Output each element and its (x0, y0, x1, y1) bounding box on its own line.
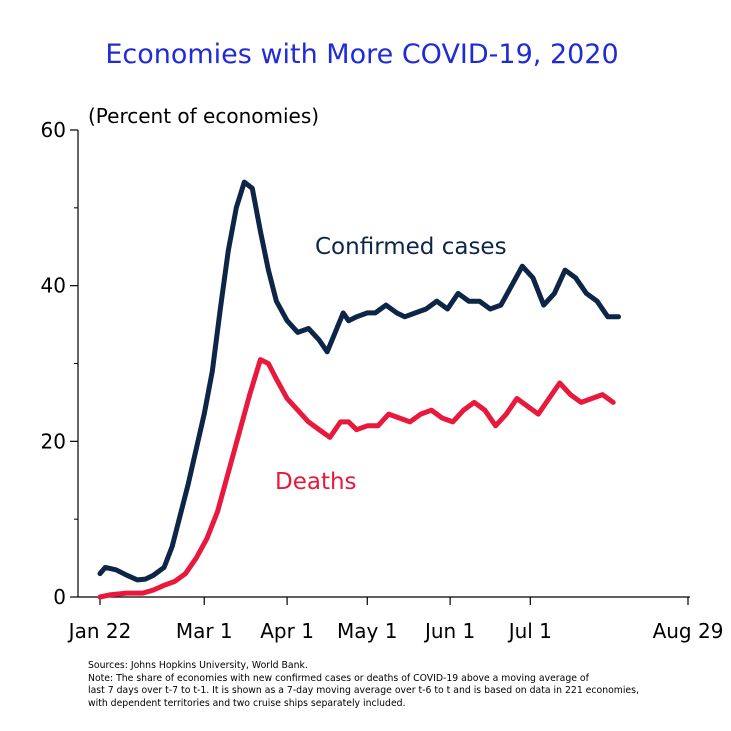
y-tick-label: 0 (53, 585, 66, 609)
axes (77, 130, 690, 598)
series-line-deaths (97, 357, 616, 600)
confirmed-cases-label: Confirmed cases (315, 234, 507, 260)
x-tick-label: Apr 1 (260, 619, 314, 643)
x-tick-label: Aug 29 (653, 619, 724, 643)
x-tick-label: Jul 1 (507, 619, 552, 643)
y-tick-label: 60 (41, 118, 66, 142)
y-axis-unit-label: (Percent of economies) (88, 104, 319, 128)
note-line-2: last 7 days over t-7 to t-1. It is shown… (88, 685, 639, 696)
x-tick-label: Mar 1 (176, 619, 233, 643)
series-group (97, 179, 621, 600)
x-tick-label: May 1 (337, 619, 397, 643)
x-ticks: Jan 22 Mar 1 Apr 1 May 1 Jun 1 Jul 1 Aug 29 (67, 597, 724, 643)
y-tick-label: 40 (41, 274, 66, 298)
footnotes: Sources: Johns Hopkins University, World… (88, 660, 718, 710)
y-ticks: 0 20 40 60 (41, 118, 78, 609)
series-line-confirmed-cases (97, 179, 621, 583)
chart-title: Economies with More COVID-19, 2020 (105, 39, 618, 70)
deaths-label: Deaths (275, 469, 357, 495)
note-line-1: Note: The share of economies with new co… (88, 672, 589, 684)
y-tick-label: 20 (41, 429, 66, 453)
source-note: Sources: Johns Hopkins University, World… (88, 660, 308, 671)
note-line-3: with dependent territories and two cruis… (88, 697, 406, 709)
x-tick-label: Jan 22 (67, 619, 132, 643)
x-tick-label: Jun 1 (423, 619, 475, 643)
